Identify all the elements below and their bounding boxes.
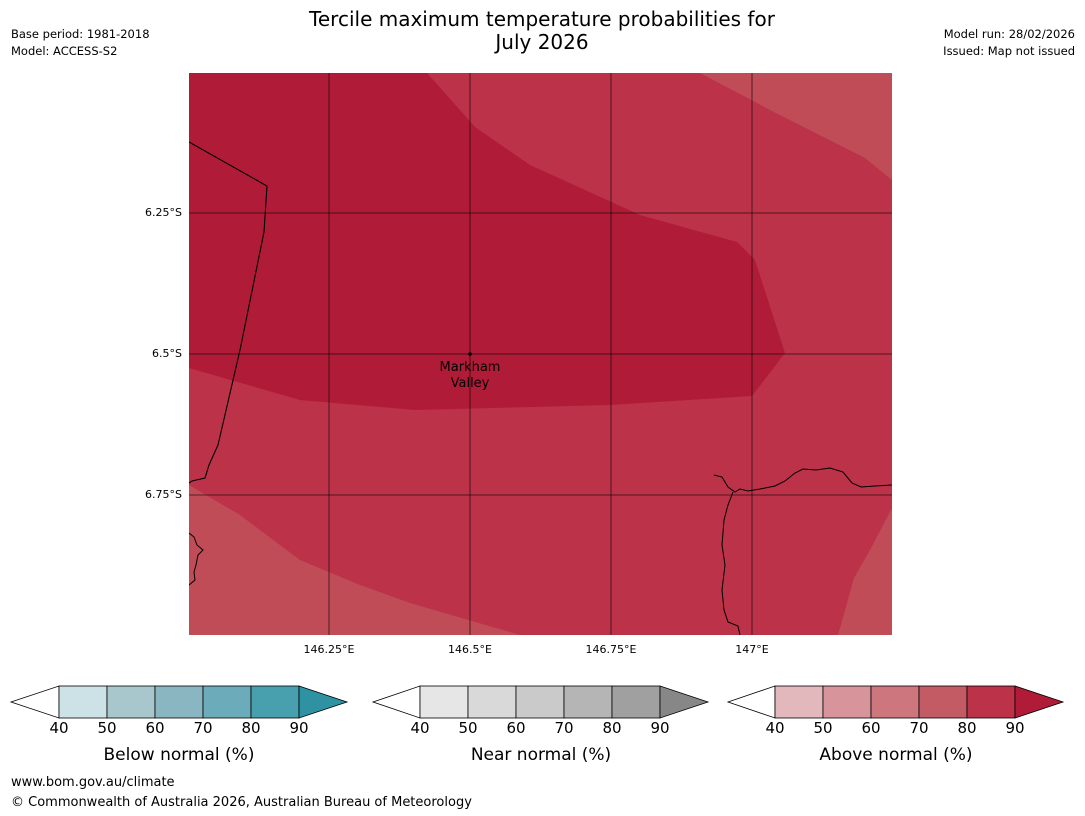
legend-near-title: Near normal (%) (470, 745, 612, 765)
region-above-70-southeast (838, 508, 892, 635)
legend-below-high-arrow (298, 685, 349, 719)
legend-below-tick-40: 40 (49, 719, 69, 737)
lon-label-146-25: 146.25°E (303, 643, 355, 656)
footer-copyright: © Commonwealth of Australia 2026, Austra… (11, 795, 472, 810)
map-area[interactable] (189, 73, 892, 635)
legend-below-tick-60: 60 (145, 719, 165, 737)
legend-near-tick-90: 90 (650, 719, 670, 737)
legend-below-tick-50: 50 (97, 719, 117, 737)
legend-below-swatch-70 (202, 685, 252, 719)
legend-above-tick-90: 90 (1005, 719, 1025, 737)
border-line-west (189, 141, 268, 484)
lat-label-6-75: 6.75°S (145, 488, 182, 501)
legend-above-tick-80: 80 (957, 719, 977, 737)
river-line (721, 491, 741, 635)
lat-label-6-25: 6.25°S (145, 206, 182, 219)
region-above-70-southwest (189, 485, 520, 635)
legend-below-swatch-50 (106, 685, 156, 719)
place-label-markham-valley: Markham Valley (410, 360, 530, 392)
lon-label-146-5: 146.5°E (448, 643, 492, 656)
legend-near-high-arrow (659, 685, 710, 719)
legend-below-low-arrow (9, 685, 60, 719)
legend-above-swatch-60 (870, 685, 920, 719)
legend-near-swatch-60 (515, 685, 565, 719)
place-label-line1: Markham (439, 360, 501, 375)
footer-url-link[interactable]: www.bom.gov.au/climate (11, 775, 175, 790)
region-above-70-northeast (700, 73, 892, 180)
legend-near-swatch-50 (467, 685, 517, 719)
meta-right: Model run: 28/02/2026 Issued: Map not is… (943, 26, 1075, 60)
legend-above-tick-40: 40 (765, 719, 785, 737)
legend-near-swatch-40 (419, 685, 469, 719)
base-period-text: Base period: 1981-2018 (11, 27, 150, 41)
legend-above-tick-70: 70 (909, 719, 929, 737)
legend-below-swatch-40 (58, 685, 108, 719)
legend-above-swatch-50 (822, 685, 872, 719)
legend-below-normal (9, 685, 349, 719)
place-marker-dot[interactable] (468, 352, 472, 356)
legend-near-tick-50: 50 (458, 719, 478, 737)
legend-below-title: Below normal (%) (103, 745, 255, 765)
legend-above-title: Above normal (%) (819, 745, 973, 765)
meta-left: Base period: 1981-2018 Model: ACCESS-S2 (11, 26, 150, 60)
lat-label-6-5: 6.5°S (152, 347, 182, 360)
legend-near-low-arrow (371, 685, 421, 719)
legend-above-swatch-40 (774, 685, 824, 719)
model-text: Model: ACCESS-S2 (11, 44, 118, 58)
legend-above-swatch-70 (918, 685, 968, 719)
legend-near-swatch-80 (611, 685, 661, 719)
legend-above-swatch-80 (966, 685, 1016, 719)
legend-below-swatch-80 (250, 685, 300, 719)
map-title-line2: July 2026 (495, 30, 589, 54)
coastline-east (713, 467, 892, 493)
lon-label-147: 147°E (735, 643, 769, 656)
legend-below-tick-90: 90 (289, 719, 309, 737)
lon-label-146-75: 146.75°E (585, 643, 637, 656)
legend-near-normal (371, 685, 710, 719)
coastline-west (189, 532, 204, 586)
issued-text: Issued: Map not issued (943, 44, 1075, 58)
legend-below-swatch-60 (154, 685, 204, 719)
region-above-90 (189, 73, 785, 410)
map-title: Tercile maximum temperature probabilitie… (242, 8, 842, 54)
legend-above-low-arrow (726, 685, 776, 719)
legend-near-tick-80: 80 (602, 719, 622, 737)
legend-near-tick-40: 40 (410, 719, 430, 737)
place-label-line2: Valley (450, 376, 490, 391)
legend-above-normal (726, 685, 1065, 719)
legend-above-tick-50: 50 (813, 719, 833, 737)
legend-below-tick-80: 80 (241, 719, 261, 737)
legend-below-tick-70: 70 (193, 719, 213, 737)
map-title-line1: Tercile maximum temperature probabilitie… (309, 7, 775, 31)
legend-near-swatch-70 (563, 685, 613, 719)
legend-near-tick-60: 60 (506, 719, 526, 737)
legend-above-tick-60: 60 (861, 719, 881, 737)
model-run-text: Model run: 28/02/2026 (943, 27, 1075, 41)
legend-above-high-arrow (1014, 685, 1065, 719)
legend-near-tick-70: 70 (554, 719, 574, 737)
